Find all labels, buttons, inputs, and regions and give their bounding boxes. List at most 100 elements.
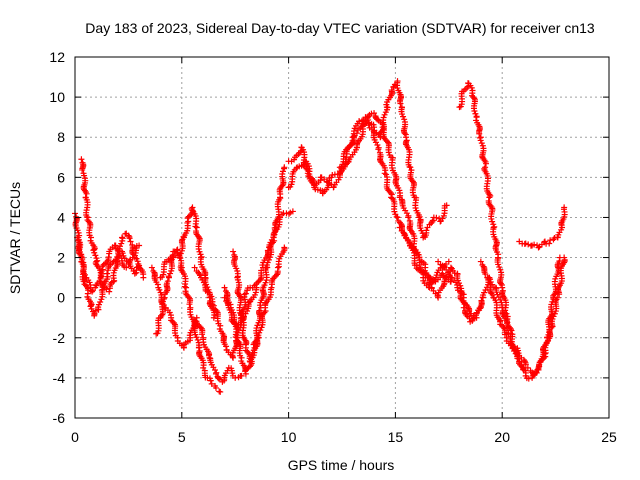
data-point [254,322,261,329]
data-point [212,384,219,391]
data-point [176,253,183,260]
data-point [477,258,484,265]
data-point [476,130,483,137]
data-point [394,214,401,221]
data-point [125,232,132,239]
data-point [95,301,102,308]
data-point [486,194,493,201]
data-point [242,290,249,297]
data-point [224,299,231,306]
data-point [199,331,206,338]
data-point [433,214,440,221]
data-point [279,171,286,178]
data-point [535,366,542,373]
data-point [281,164,288,171]
data-point [409,178,416,185]
data-point [156,286,163,293]
data-point [398,220,405,227]
grid-lines [75,57,609,418]
data-point [552,297,559,304]
data-point [119,235,126,242]
data-point [172,329,179,336]
data-point [279,168,286,175]
data-point [401,130,408,137]
data-point [136,242,143,249]
data-point [160,295,167,302]
data-point [287,209,294,216]
data-point [477,137,484,144]
data-points [72,78,568,395]
x-tick-label: 5 [178,429,186,445]
data-point [118,234,125,241]
data-point [195,246,202,253]
data-point [488,215,495,222]
data-point [209,301,216,308]
data-point [134,258,141,265]
data-point [177,250,184,257]
data-point [207,377,214,384]
data-point [397,100,404,107]
data-point [525,375,532,382]
axis-ticks: 0 5 10 15 20 25 -6 -4 -2 0 2 4 6 8 10 12 [49,49,617,445]
y-tick-label: 6 [57,169,65,185]
data-point [497,266,504,273]
data-point [471,108,478,115]
data-point [489,218,496,225]
data-point [522,361,529,368]
data-point [561,204,568,211]
data-point [416,213,423,220]
x-tick-label: 0 [71,429,79,445]
y-axis-title: SDTVAR / TECUs [7,182,23,294]
data-point [230,248,237,255]
y-tick-label: 12 [49,49,65,65]
data-point [159,298,166,305]
data-point [80,270,87,277]
data-point [120,252,127,259]
data-point [381,111,388,118]
data-point [400,113,407,120]
data-point [339,161,346,168]
y-tick-label: 2 [57,250,65,266]
data-point [454,284,461,291]
data-point [78,156,85,163]
data-point [501,331,508,338]
data-point [215,375,222,382]
data-point [194,336,201,343]
data-point [234,276,241,283]
y-tick-label: 10 [49,89,65,105]
data-point [258,324,265,331]
data-point [447,264,454,271]
data-point [129,250,136,257]
data-point [118,240,125,247]
data-point [192,223,199,230]
data-point [164,278,171,285]
data-point [482,271,489,278]
data-point [223,343,230,350]
data-point [256,329,263,336]
data-point [535,244,542,251]
data-point [221,294,228,301]
x-tick-label: 10 [281,429,297,445]
data-point [426,281,433,288]
data-point [84,204,91,211]
data-point [83,190,90,197]
data-point [478,140,485,147]
data-point [229,370,236,377]
data-point [443,202,450,209]
data-point [423,227,430,234]
chart-title: Day 183 of 2023, Sidereal Day-to-day VTE… [85,20,595,36]
data-point [508,327,515,334]
data-point [210,314,217,321]
data-point [440,212,447,219]
data-point [380,114,387,121]
y-tick-label: 4 [57,209,65,225]
data-point [409,189,416,196]
data-point [433,272,440,279]
data-point [540,354,547,361]
data-point [279,182,286,189]
x-tick-label: 20 [494,429,510,445]
data-point [181,283,188,290]
data-point [140,274,147,281]
data-point [530,372,537,379]
